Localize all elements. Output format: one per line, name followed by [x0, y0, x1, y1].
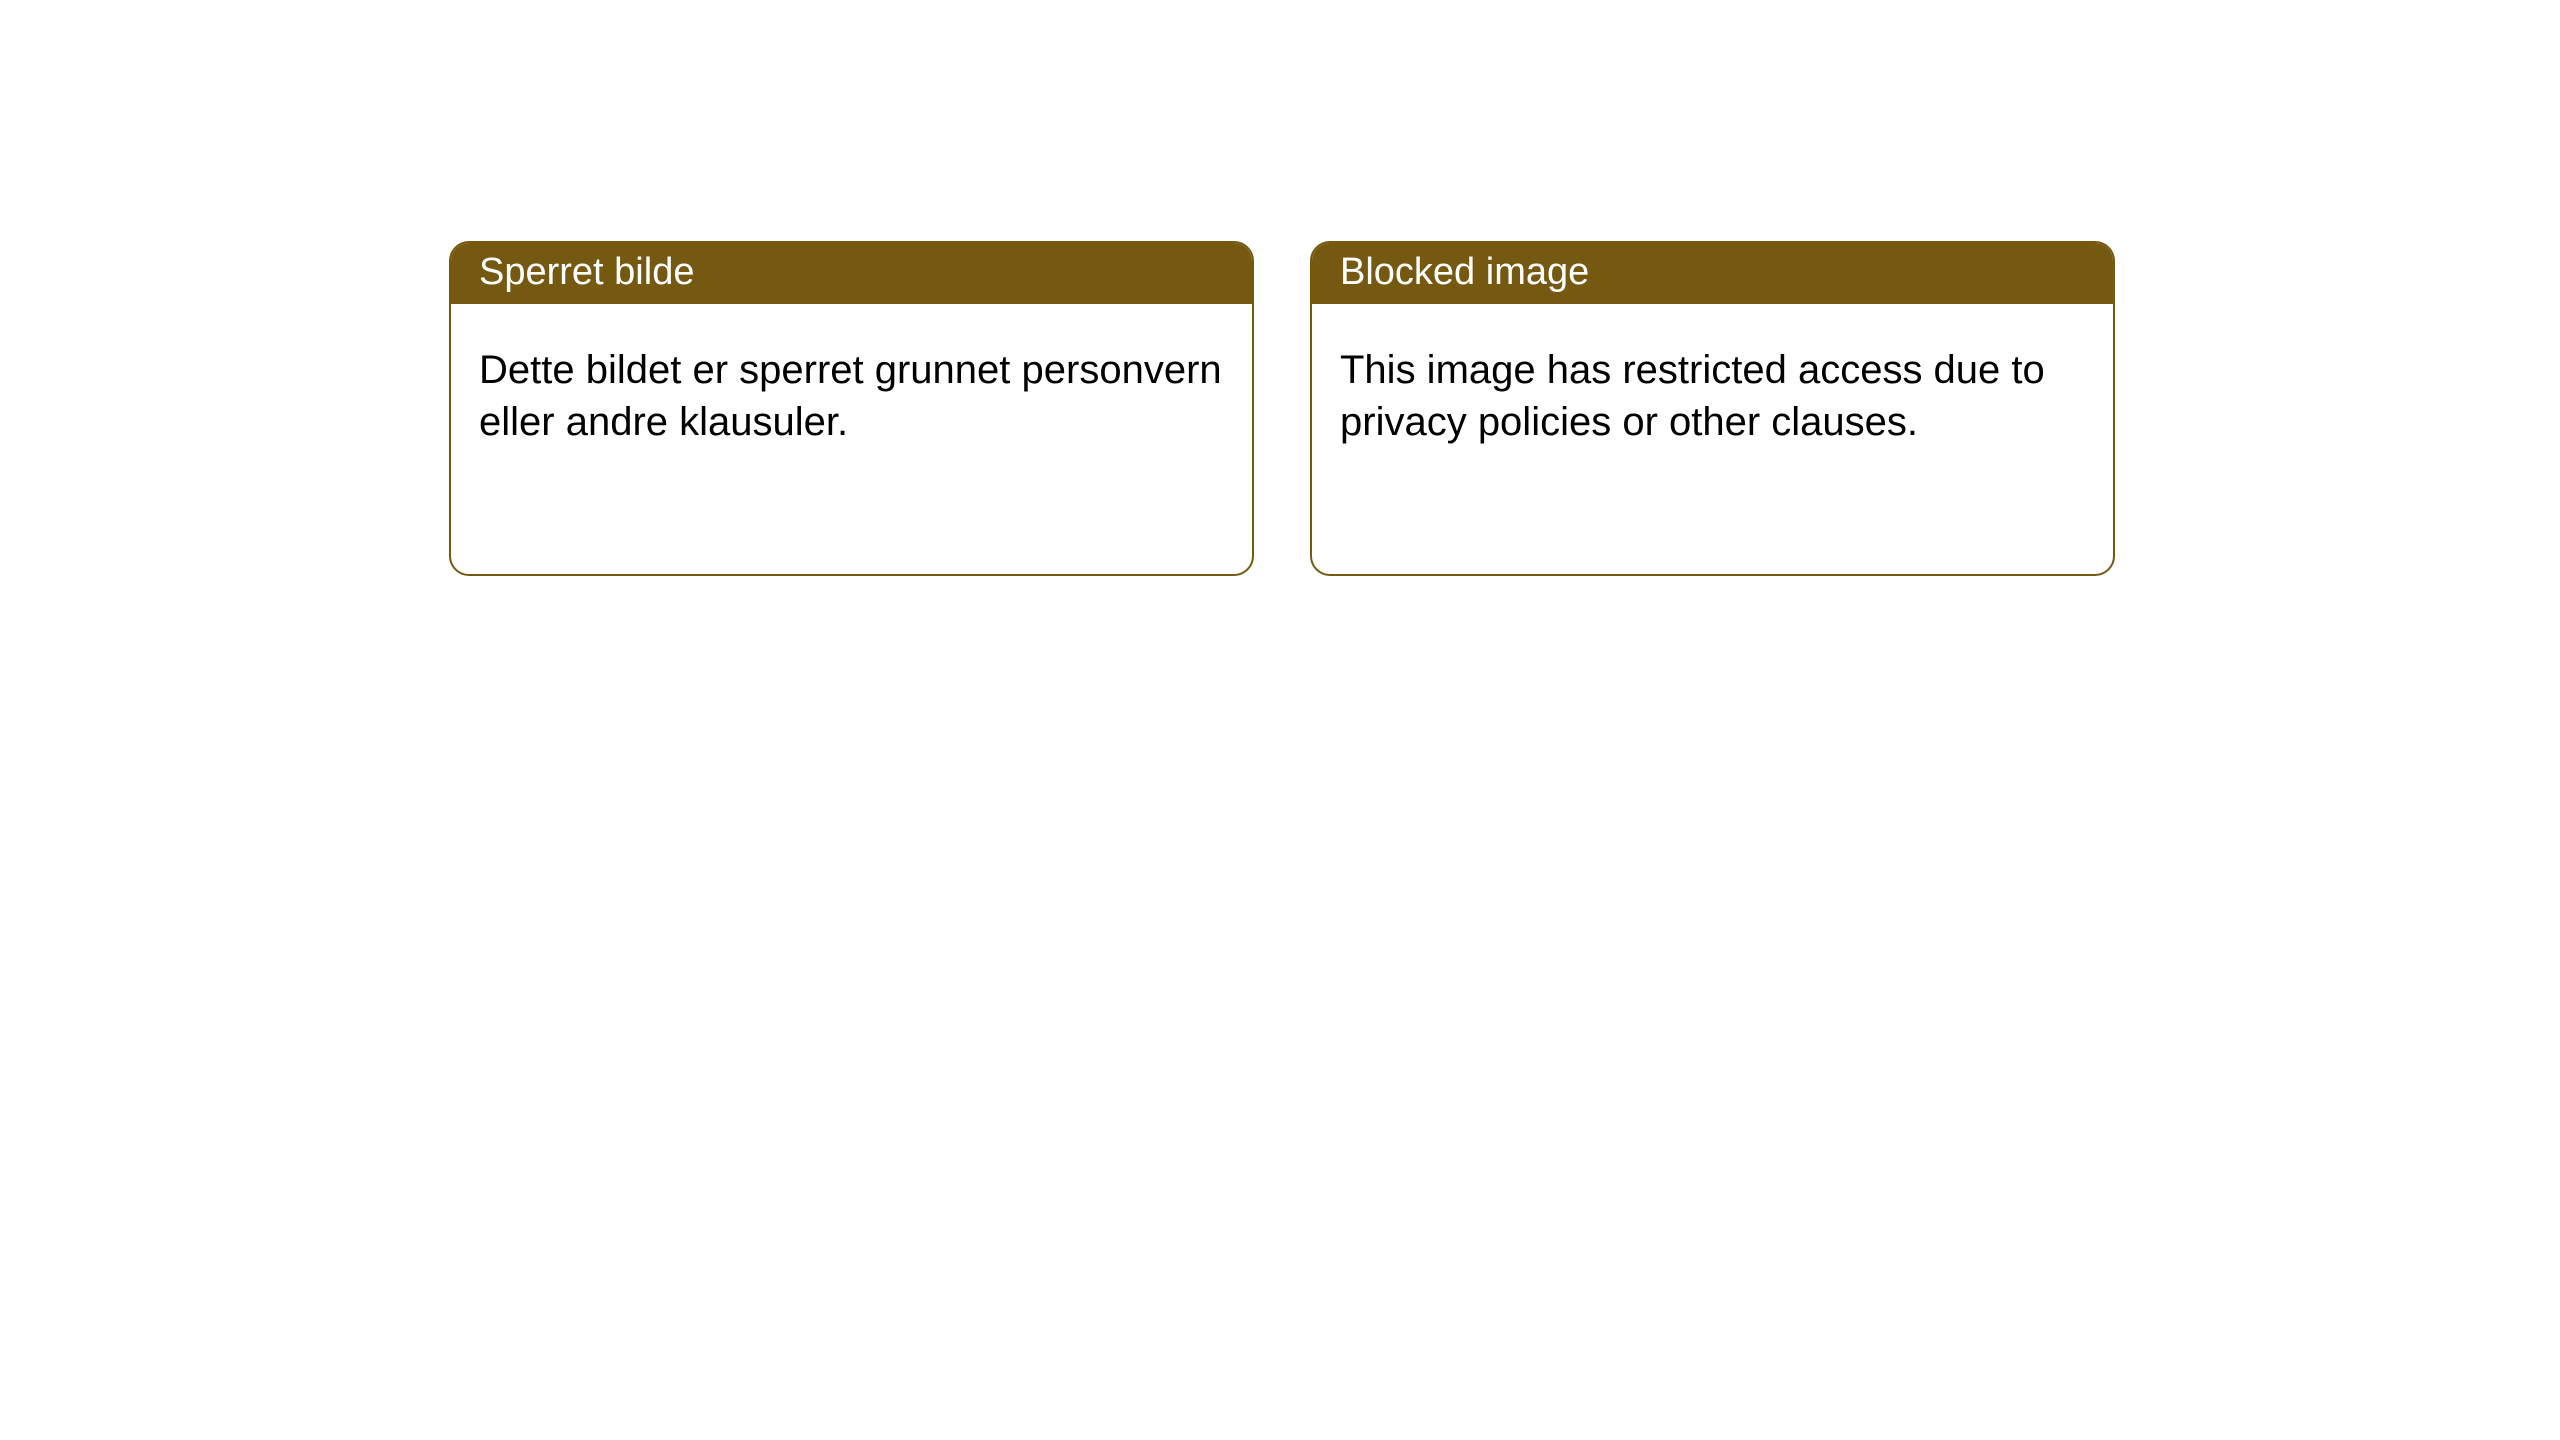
card-body-en: This image has restricted access due to …	[1312, 304, 2113, 488]
cards-container: Sperret bilde Dette bildet er sperret gr…	[0, 0, 2560, 576]
blocked-image-card-no: Sperret bilde Dette bildet er sperret gr…	[449, 241, 1254, 576]
card-title-en: Blocked image	[1340, 251, 1589, 293]
card-header-en: Blocked image	[1312, 243, 2113, 304]
card-body-no: Dette bildet er sperret grunnet personve…	[451, 304, 1252, 488]
card-header-no: Sperret bilde	[451, 243, 1252, 304]
card-title-no: Sperret bilde	[479, 251, 694, 293]
blocked-image-card-en: Blocked image This image has restricted …	[1310, 241, 2115, 576]
card-text-en: This image has restricted access due to …	[1340, 348, 2045, 444]
card-text-no: Dette bildet er sperret grunnet personve…	[479, 348, 1222, 444]
